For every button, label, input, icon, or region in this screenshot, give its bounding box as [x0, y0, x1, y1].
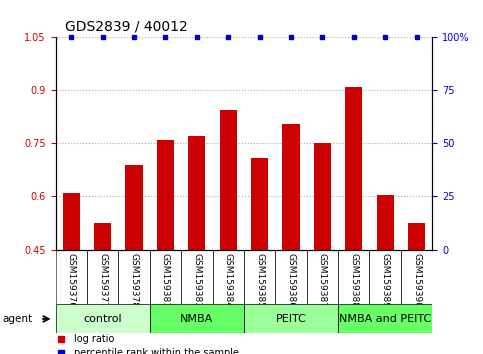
Bar	[377, 195, 394, 250]
Bar	[94, 223, 111, 250]
Bar	[157, 140, 174, 250]
Text: NMBA: NMBA	[180, 314, 213, 324]
Text: GSM159388: GSM159388	[349, 253, 358, 308]
Text: NMBA and PEITC: NMBA and PEITC	[339, 314, 431, 324]
Text: agent: agent	[2, 314, 32, 324]
Bar	[150, 250, 181, 304]
Text: GSM159378: GSM159378	[129, 253, 139, 308]
Text: GSM159387: GSM159387	[318, 253, 327, 308]
Bar	[63, 193, 80, 250]
Bar	[150, 304, 244, 333]
Bar	[275, 250, 307, 304]
Text: GSM159383: GSM159383	[192, 253, 201, 308]
Bar	[338, 304, 432, 333]
Bar	[401, 250, 432, 304]
Text: control: control	[84, 314, 122, 324]
Bar	[244, 304, 338, 333]
Text: GSM159385: GSM159385	[255, 253, 264, 308]
Bar	[345, 87, 362, 250]
Bar	[118, 250, 150, 304]
Bar	[369, 250, 401, 304]
Bar	[338, 250, 369, 304]
Text: GSM159389: GSM159389	[381, 253, 390, 308]
Bar	[251, 158, 268, 250]
Bar	[244, 250, 275, 304]
Text: log ratio: log ratio	[74, 335, 115, 344]
Text: GDS2839 / 40012: GDS2839 / 40012	[65, 19, 188, 34]
Text: GSM159390: GSM159390	[412, 253, 421, 308]
Bar	[56, 304, 150, 333]
Bar	[220, 110, 237, 250]
Text: GSM159386: GSM159386	[286, 253, 296, 308]
Bar	[307, 250, 338, 304]
Text: GSM159384: GSM159384	[224, 253, 233, 308]
Bar	[408, 223, 425, 250]
Bar	[181, 250, 213, 304]
Bar	[314, 143, 331, 250]
Text: percentile rank within the sample: percentile rank within the sample	[74, 348, 240, 354]
Bar	[213, 250, 244, 304]
Bar	[283, 124, 299, 250]
Text: GSM159376: GSM159376	[67, 253, 76, 308]
Bar	[126, 165, 142, 250]
Bar	[87, 250, 118, 304]
Bar	[188, 136, 205, 250]
Text: GSM159381: GSM159381	[161, 253, 170, 308]
Text: GSM159377: GSM159377	[98, 253, 107, 308]
Bar	[56, 250, 87, 304]
Text: PEITC: PEITC	[276, 314, 306, 324]
